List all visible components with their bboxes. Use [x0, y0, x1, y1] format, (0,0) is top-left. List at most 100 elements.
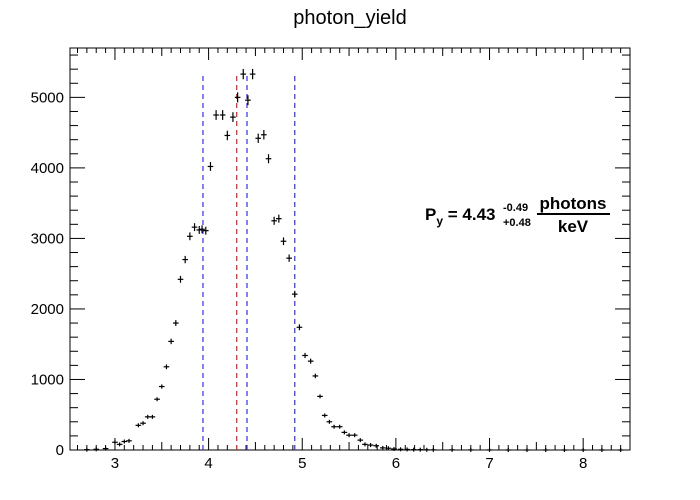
x-axis: 3 4 5 6 7 8	[76, 48, 631, 472]
x-tick-label: 6	[392, 455, 400, 472]
svg-text:Py = 4.43: Py = 4.43	[425, 205, 496, 228]
y-tick-label: 1000	[31, 371, 64, 388]
data-point	[149, 414, 156, 419]
data-point	[168, 338, 174, 345]
data-point	[404, 447, 410, 452]
data-point	[187, 232, 193, 241]
data-point	[240, 68, 247, 80]
data-point	[391, 446, 397, 451]
data-point	[135, 423, 142, 428]
data-point	[296, 324, 303, 331]
data-point	[467, 447, 474, 452]
data-point	[219, 110, 226, 120]
data-point	[357, 438, 364, 443]
data-point	[112, 440, 118, 445]
data-point	[385, 446, 392, 451]
annotation-err-up: -0.49	[503, 202, 528, 214]
data-point	[351, 433, 358, 438]
plot-frame	[69, 47, 631, 451]
data-point	[561, 448, 568, 452]
data-point	[312, 373, 319, 379]
data-point	[430, 447, 437, 452]
x-tick-label: 3	[111, 455, 119, 472]
data-point	[286, 254, 292, 262]
data-point	[126, 438, 132, 443]
data-point	[346, 433, 352, 438]
data-point	[121, 439, 128, 444]
data-point	[617, 448, 624, 452]
data-point	[449, 447, 455, 452]
data-point	[362, 442, 368, 447]
data-point	[196, 226, 203, 234]
data-point	[154, 397, 160, 402]
data-point	[265, 154, 272, 164]
data-point	[336, 424, 343, 429]
data-point	[291, 290, 298, 298]
data-point	[397, 447, 404, 452]
annotation-prefix: P	[425, 205, 436, 224]
data-point	[224, 130, 231, 141]
data-point	[93, 447, 100, 452]
y-tick-label: 5000	[31, 89, 64, 106]
data-point	[280, 237, 287, 246]
data-point	[367, 443, 374, 448]
data-point	[230, 112, 236, 122]
data-point	[234, 92, 241, 103]
y-tick-label: 4000	[31, 160, 64, 177]
data-point	[524, 448, 530, 452]
y-tick-label: 3000	[31, 230, 64, 247]
data-point	[191, 223, 198, 232]
x-tick-label: 8	[579, 455, 587, 472]
data-point	[249, 68, 256, 80]
data-point	[255, 133, 262, 143]
data-point	[505, 448, 512, 452]
data-point	[317, 394, 323, 399]
annotation-value: = 4.43	[443, 205, 495, 224]
y-tick-label: 0	[56, 442, 64, 459]
annotation-prefix-sub: y	[436, 214, 443, 228]
data-point	[84, 447, 90, 452]
data-point	[599, 448, 605, 452]
data-point	[202, 226, 209, 235]
data-point	[379, 445, 386, 450]
y-tick-label: 2000	[31, 301, 64, 318]
annotation-denominator: keV	[558, 217, 589, 236]
data-point	[321, 413, 328, 418]
x-tick-label: 4	[204, 455, 212, 472]
annotation-numerator: photons	[539, 194, 606, 213]
interval-lines	[202, 72, 296, 450]
data-points	[84, 68, 624, 452]
data-point	[158, 384, 165, 389]
data-point	[213, 110, 219, 120]
x-tick-label: 5	[298, 455, 306, 472]
data-point	[116, 442, 123, 447]
data-point	[307, 358, 314, 364]
data-point	[173, 320, 179, 327]
data-point	[276, 214, 282, 223]
data-point	[302, 352, 308, 359]
data-point	[261, 130, 267, 140]
data-point	[331, 424, 337, 429]
data-point	[245, 95, 251, 106]
y-axis: 0 1000 2000 3000 4000 5000	[31, 54, 630, 459]
data-point	[177, 275, 184, 283]
data-point	[417, 447, 424, 452]
annotation-err-down: +0.48	[503, 217, 531, 229]
data-point	[341, 430, 348, 435]
data-point	[423, 447, 430, 452]
data-point	[326, 419, 333, 424]
data-point	[271, 216, 277, 225]
data-point	[486, 447, 493, 452]
data-point	[182, 255, 188, 264]
chart-title: photon_yield	[293, 7, 406, 29]
data-point	[102, 446, 109, 451]
data-point	[410, 447, 417, 452]
x-tick-label: 7	[485, 455, 493, 472]
photon-yield-annotation: Py = 4.43 -0.49 +0.48 photons keV	[425, 194, 610, 236]
data-point	[542, 448, 549, 452]
data-point	[140, 421, 146, 426]
data-point	[199, 225, 205, 234]
data-point	[580, 448, 586, 452]
data-point	[207, 162, 214, 171]
